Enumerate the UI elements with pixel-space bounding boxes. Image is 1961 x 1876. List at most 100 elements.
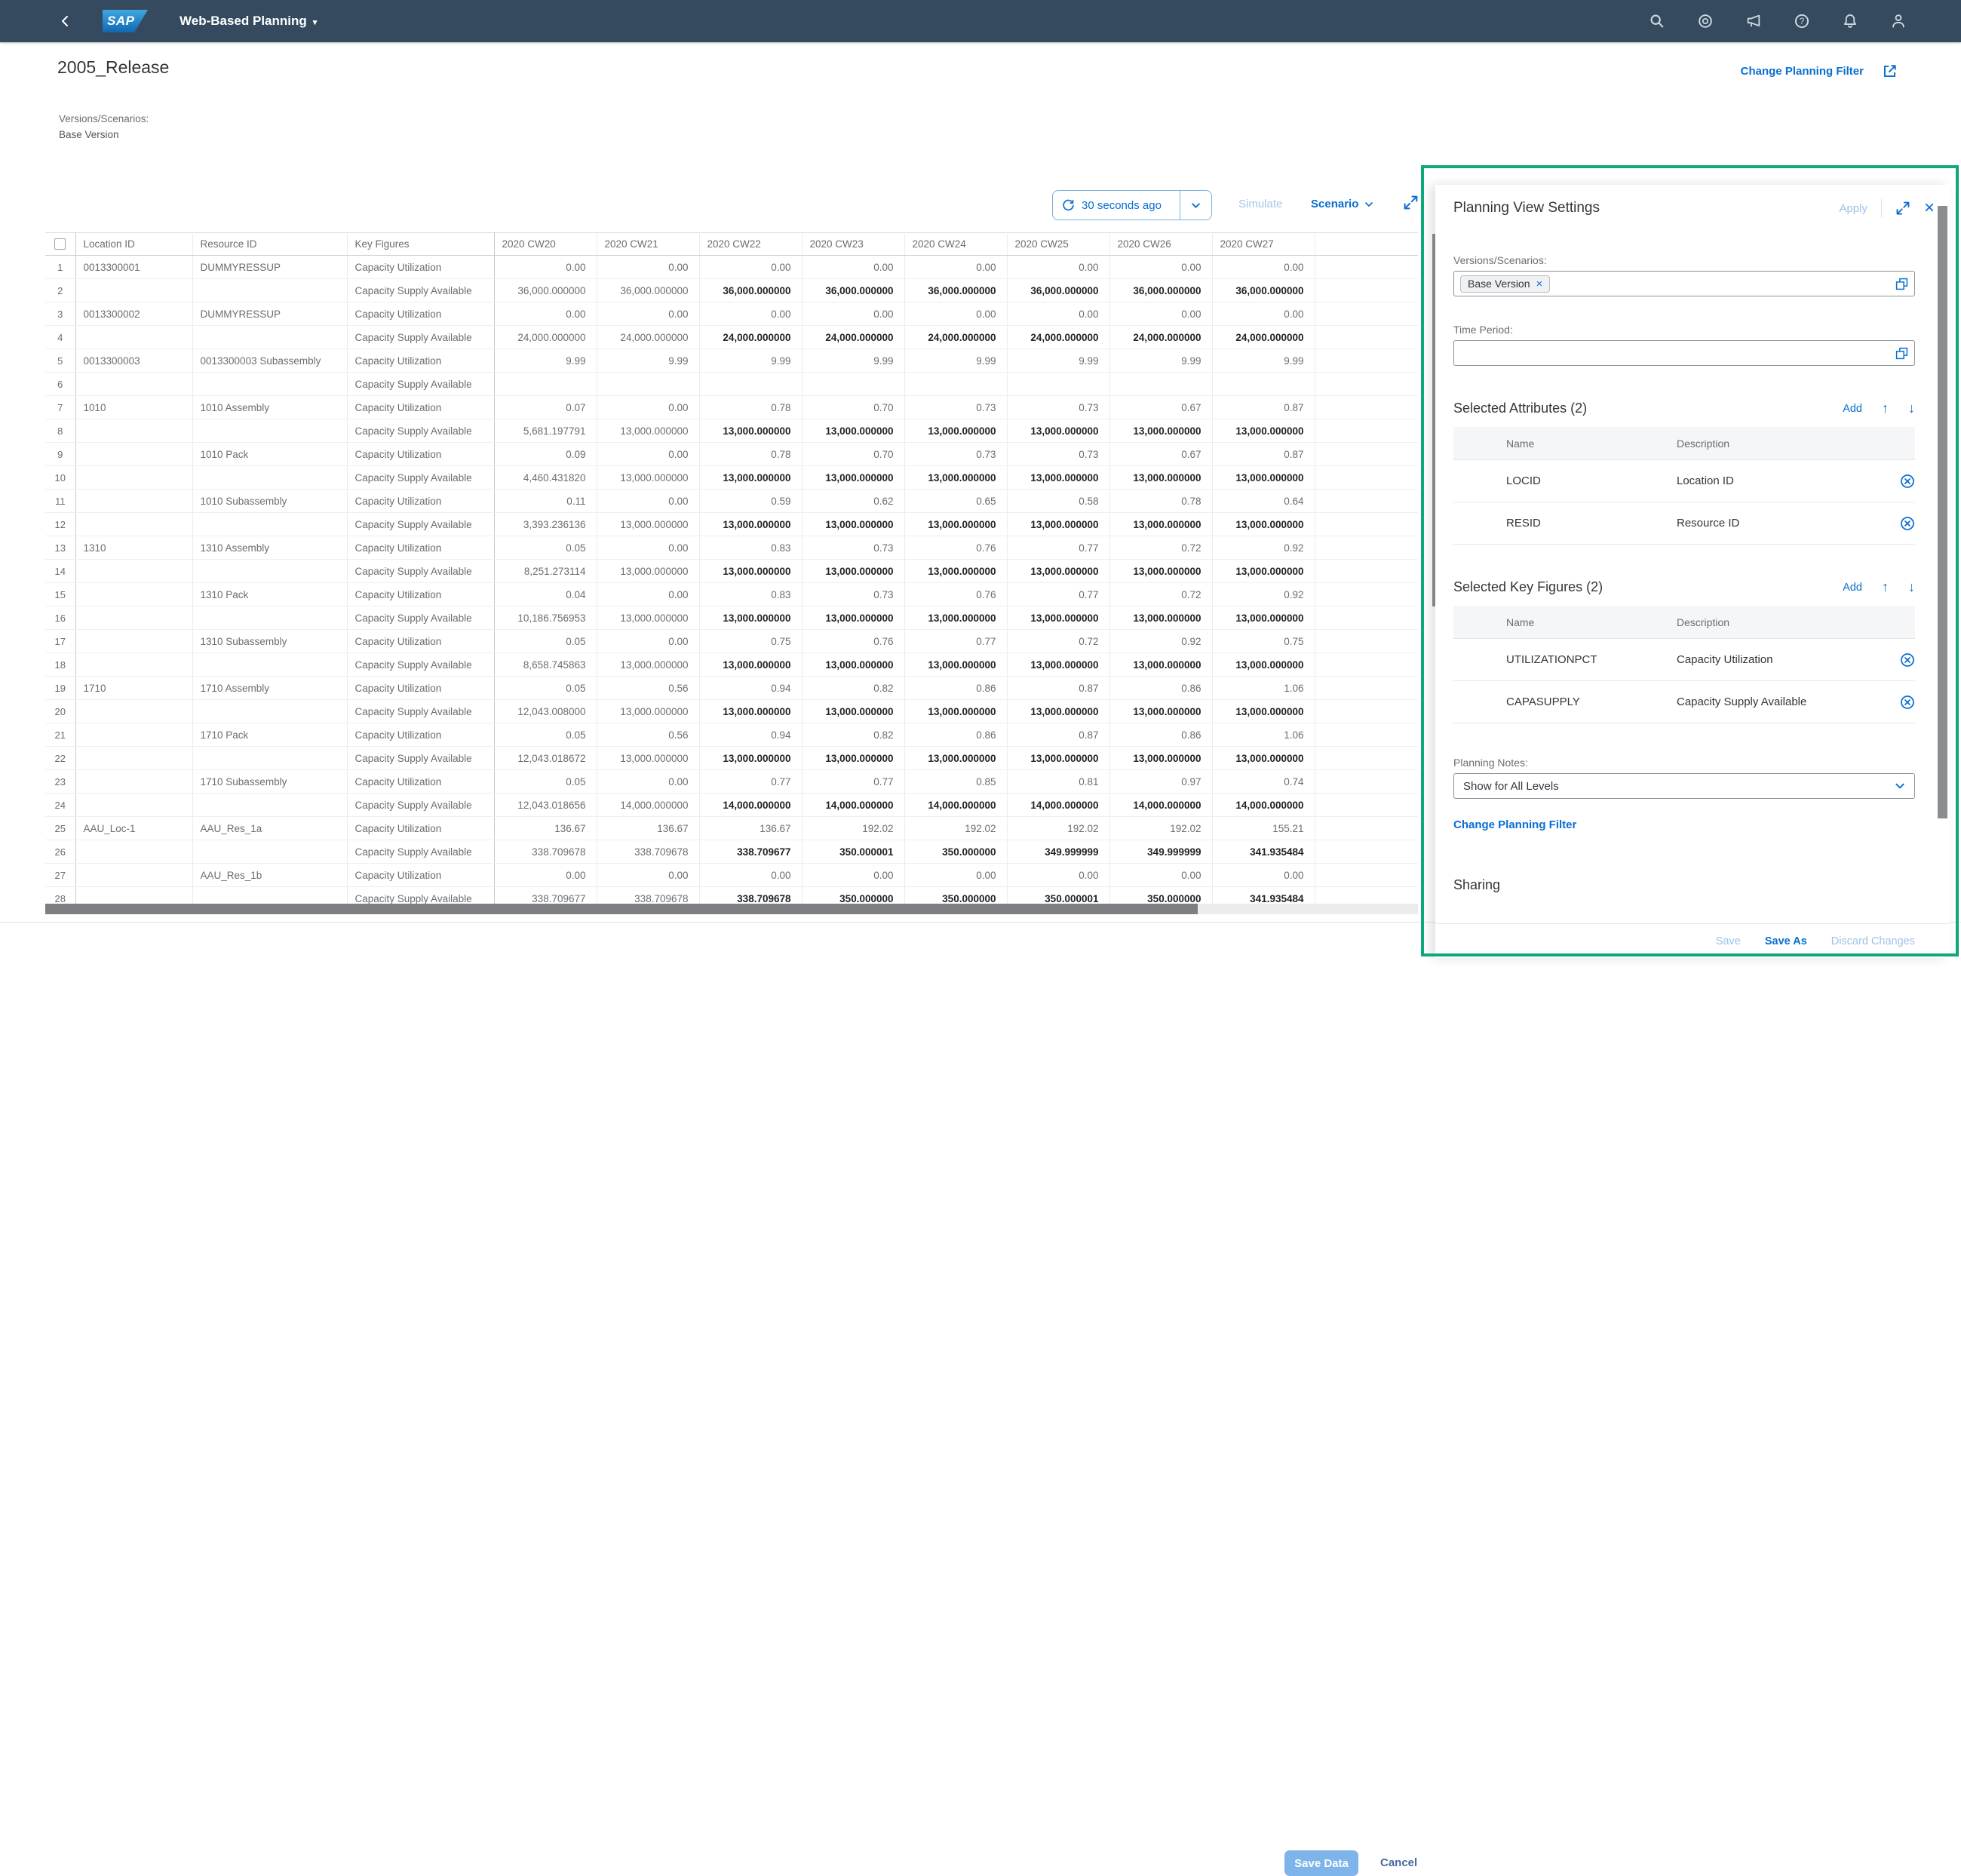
- value-cell[interactable]: [1007, 372, 1110, 396]
- value-cell[interactable]: 0.00: [1109, 863, 1213, 887]
- value-cell[interactable]: 0.70: [802, 395, 905, 419]
- value-cell[interactable]: 0.87: [1007, 723, 1110, 747]
- attributes-move-down-icon[interactable]: ↓: [1908, 401, 1915, 416]
- value-cell[interactable]: 13,000.000000: [699, 559, 803, 583]
- value-cell[interactable]: 0.00: [1212, 255, 1315, 279]
- value-cell[interactable]: 13,000.000000: [699, 699, 803, 723]
- value-cell[interactable]: 0.05: [494, 723, 597, 747]
- value-cell[interactable]: 0.00: [1109, 302, 1213, 326]
- horizontal-scrollbar-thumb[interactable]: [45, 904, 1198, 914]
- value-cell[interactable]: 0.73: [904, 395, 1008, 419]
- row-number[interactable]: 4: [45, 325, 76, 349]
- value-cell[interactable]: 12,043.018672: [494, 746, 597, 770]
- person-icon[interactable]: [1890, 13, 1907, 29]
- value-cell[interactable]: 0.00: [699, 302, 803, 326]
- value-cell[interactable]: 24,000.000000: [494, 325, 597, 349]
- value-cell[interactable]: 9.99: [699, 348, 803, 373]
- value-cell[interactable]: 0.00: [494, 863, 597, 887]
- value-cell[interactable]: 0.05: [494, 769, 597, 794]
- value-cell[interactable]: 0.73: [802, 582, 905, 606]
- row-number[interactable]: 26: [45, 840, 76, 864]
- value-cell[interactable]: 13,000.000000: [1109, 559, 1213, 583]
- value-cell[interactable]: 0.00: [597, 629, 700, 653]
- value-cell[interactable]: 0.67: [1109, 395, 1213, 419]
- value-cell[interactable]: 0.77: [802, 769, 905, 794]
- row-number[interactable]: 23: [45, 769, 76, 794]
- row-number[interactable]: 18: [45, 652, 76, 677]
- value-cell[interactable]: 349.999999: [1007, 840, 1110, 864]
- keyfigures-add-button[interactable]: Add: [1843, 581, 1862, 594]
- value-cell[interactable]: 0.00: [904, 255, 1008, 279]
- value-cell[interactable]: 0.00: [1212, 863, 1315, 887]
- value-cell[interactable]: 0.00: [699, 255, 803, 279]
- value-cell[interactable]: 0.83: [699, 582, 803, 606]
- versions-input[interactable]: Base Version ×: [1453, 271, 1915, 296]
- col-location-id[interactable]: Location ID: [75, 232, 193, 256]
- value-cell[interactable]: 13,000.000000: [699, 419, 803, 443]
- row-number[interactable]: 22: [45, 746, 76, 770]
- value-cell[interactable]: 0.75: [699, 629, 803, 653]
- value-cell[interactable]: 24,000.000000: [1007, 325, 1110, 349]
- change-planning-filter-link[interactable]: Change Planning Filter: [1740, 65, 1864, 78]
- value-cell[interactable]: 13,000.000000: [597, 559, 700, 583]
- value-cell[interactable]: 13,000.000000: [1109, 512, 1213, 536]
- value-cell[interactable]: 0.64: [1212, 489, 1315, 513]
- value-cell[interactable]: 36,000.000000: [1109, 278, 1213, 302]
- value-cell[interactable]: 192.02: [802, 816, 905, 840]
- value-cell[interactable]: 36,000.000000: [597, 278, 700, 302]
- row-number[interactable]: 1: [45, 255, 76, 279]
- value-cell[interactable]: 338.709677: [699, 840, 803, 864]
- value-cell[interactable]: 0.87: [1212, 395, 1315, 419]
- value-cell[interactable]: 13,000.000000: [1007, 559, 1110, 583]
- copilot-icon[interactable]: [1697, 13, 1714, 29]
- value-cell[interactable]: 0.00: [597, 302, 700, 326]
- col-cw23[interactable]: 2020 CW23: [802, 232, 905, 256]
- value-cell[interactable]: 14,000.000000: [904, 793, 1008, 817]
- value-cell[interactable]: 0.97: [1109, 769, 1213, 794]
- value-cell[interactable]: 0.00: [597, 769, 700, 794]
- value-cell[interactable]: 24,000.000000: [1109, 325, 1213, 349]
- value-cell[interactable]: 24,000.000000: [699, 325, 803, 349]
- col-cw21[interactable]: 2020 CW21: [597, 232, 700, 256]
- value-cell[interactable]: 13,000.000000: [597, 419, 700, 443]
- value-cell[interactable]: 13,000.000000: [597, 746, 700, 770]
- value-cell[interactable]: 13,000.000000: [904, 606, 1008, 630]
- value-cell[interactable]: 0.59: [699, 489, 803, 513]
- value-cell[interactable]: 0.87: [1007, 676, 1110, 700]
- value-cell[interactable]: 0.85: [904, 769, 1008, 794]
- value-cell[interactable]: 13,000.000000: [904, 419, 1008, 443]
- refresh-button[interactable]: 30 seconds ago: [1053, 191, 1180, 220]
- value-cell[interactable]: 0.62: [802, 489, 905, 513]
- panel-save-button[interactable]: Save: [1715, 935, 1741, 947]
- row-number[interactable]: 8: [45, 419, 76, 443]
- value-cell[interactable]: 13,000.000000: [699, 652, 803, 677]
- value-cell[interactable]: [1109, 372, 1213, 396]
- cancel-button[interactable]: Cancel: [1380, 1856, 1418, 1869]
- row-number[interactable]: 3: [45, 302, 76, 326]
- value-cell[interactable]: 24,000.000000: [597, 325, 700, 349]
- value-cell[interactable]: 192.02: [904, 816, 1008, 840]
- value-cell[interactable]: 0.94: [699, 723, 803, 747]
- value-cell[interactable]: 13,000.000000: [1109, 746, 1213, 770]
- value-cell[interactable]: 0.56: [597, 723, 700, 747]
- row-number[interactable]: 9: [45, 442, 76, 466]
- col-cw25[interactable]: 2020 CW25: [1007, 232, 1110, 256]
- value-cell[interactable]: 0.67: [1109, 442, 1213, 466]
- value-cell[interactable]: 14,000.000000: [699, 793, 803, 817]
- value-cell[interactable]: 0.05: [494, 536, 597, 560]
- value-cell[interactable]: 0.74: [1212, 769, 1315, 794]
- apply-button[interactable]: Apply: [1839, 201, 1867, 215]
- value-cell[interactable]: 0.00: [597, 863, 700, 887]
- value-cell[interactable]: 0.77: [1007, 536, 1110, 560]
- value-cell[interactable]: 24,000.000000: [802, 325, 905, 349]
- save-data-button[interactable]: Save Data: [1284, 1850, 1358, 1876]
- value-cell[interactable]: 14,000.000000: [597, 793, 700, 817]
- value-cell[interactable]: 0.77: [1007, 582, 1110, 606]
- value-cell[interactable]: 0.73: [1007, 442, 1110, 466]
- value-cell[interactable]: 0.09: [494, 442, 597, 466]
- value-cell[interactable]: 350.000001: [802, 840, 905, 864]
- value-cell[interactable]: 13,000.000000: [1212, 699, 1315, 723]
- value-cell[interactable]: 0.73: [802, 536, 905, 560]
- row-number[interactable]: 24: [45, 793, 76, 817]
- value-cell[interactable]: 0.78: [699, 395, 803, 419]
